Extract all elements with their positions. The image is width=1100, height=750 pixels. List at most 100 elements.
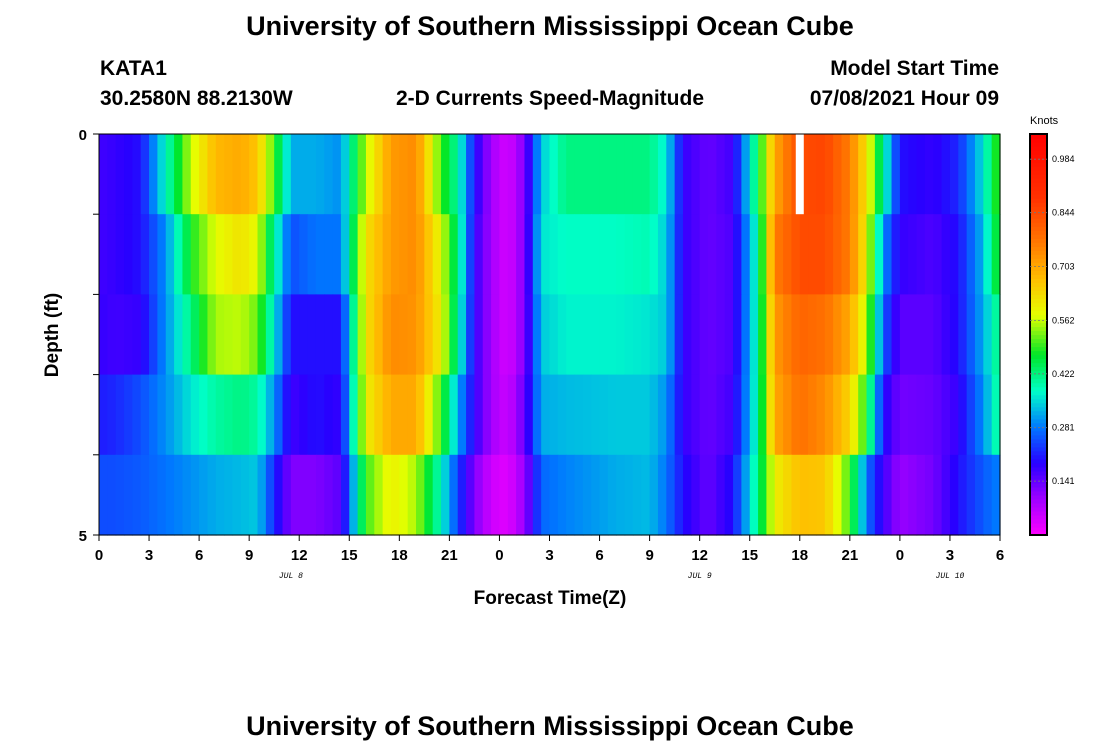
heatmap-cell [174, 134, 184, 215]
heatmap-cell [149, 134, 158, 215]
heatmap-cell [299, 294, 309, 376]
heatmap-cell [140, 294, 150, 376]
heatmap-cell [407, 294, 417, 376]
heatmap-cell [224, 294, 234, 376]
heatmap-cell [374, 134, 384, 215]
heatmap-cell [290, 294, 300, 376]
heatmap-cell [816, 214, 826, 295]
heatmap-cell [699, 214, 709, 295]
colorbar-segment [1030, 502, 1047, 508]
heatmap-cell [958, 374, 968, 456]
heatmap-cell [899, 214, 909, 295]
heatmap-cell [449, 134, 459, 215]
heatmap-cell [407, 374, 417, 456]
heatmap-cell [466, 374, 476, 456]
heatmap-cell [516, 374, 526, 456]
heatmap-cell [824, 134, 834, 215]
heatmap-cell [207, 454, 217, 536]
heatmap-cell [758, 214, 767, 295]
heatmap-cell [833, 214, 843, 295]
heatmap-cell [699, 454, 709, 536]
heatmap-cell [357, 294, 367, 376]
colorbar-segment [1030, 446, 1047, 452]
heatmap-cell [682, 294, 692, 376]
heatmap-cell [883, 374, 893, 456]
heatmap-cell [858, 214, 868, 295]
x-tick-label: 18 [791, 547, 808, 564]
heatmap-cell [574, 454, 584, 536]
colorbar-segment [1030, 182, 1047, 187]
heatmap-cell [382, 214, 392, 295]
colorbar-segment [1030, 230, 1047, 235]
heatmap-cell [424, 134, 434, 215]
heatmap-cell [199, 374, 209, 456]
heatmap-cell [282, 134, 292, 215]
heatmap-cell [691, 134, 701, 215]
heatmap-cell [507, 134, 517, 215]
y-axis-label: Depth (ft) [42, 293, 63, 377]
colorbar-segment [1030, 306, 1047, 312]
heatmap-cell [374, 294, 384, 376]
heatmap-cell [657, 374, 667, 456]
heatmap-cell [991, 294, 1001, 376]
colorbar-segment [1030, 362, 1047, 368]
heatmap-cell [874, 294, 884, 376]
heatmap-cell [374, 214, 384, 295]
heatmap-cell [349, 134, 359, 215]
heatmap-cell [524, 374, 534, 456]
heatmap-cell [240, 214, 250, 295]
heatmap-cell [949, 454, 959, 536]
colorbar-segment [1030, 390, 1047, 396]
colorbar-segment [1030, 142, 1047, 147]
heatmap-cell [199, 294, 209, 376]
heatmap-cell [382, 374, 392, 456]
heatmap-cell [382, 134, 392, 215]
chart-subtitle: 2-D Currents Speed-Magnitude [396, 87, 704, 110]
heatmap-cell [532, 374, 542, 456]
colorbar-segment [1030, 530, 1047, 536]
heatmap-cell [224, 374, 234, 456]
heatmap-cell [591, 454, 601, 536]
heatmap-cell [340, 214, 350, 295]
heatmap-cell [491, 294, 501, 376]
heatmap-cell [315, 214, 325, 295]
heatmap-cell [916, 134, 926, 215]
colorbar-segment [1030, 406, 1047, 412]
heatmap-cell [883, 454, 893, 536]
heatmap-cell [107, 294, 117, 376]
heatmap-cell [816, 294, 826, 376]
heatmap-cell [390, 374, 400, 456]
heatmap-cell [174, 454, 184, 536]
colorbar-tick-label: 0.703 [1052, 262, 1075, 272]
heatmap-cell [365, 134, 375, 215]
colorbar-segment [1030, 350, 1047, 356]
heatmap-cell [315, 294, 325, 376]
heatmap-cell [799, 214, 809, 295]
heatmap-cell [808, 214, 818, 295]
heatmap-cell [282, 454, 292, 536]
heatmap-cell [599, 214, 609, 295]
heatmap-cell [716, 134, 726, 215]
colorbar-segment [1030, 494, 1047, 500]
heatmap-cell [482, 374, 492, 456]
heatmap-cell [441, 294, 450, 376]
colorbar-segment [1030, 342, 1047, 348]
x-tick-label: 3 [545, 547, 553, 564]
heatmap-cell [649, 214, 659, 295]
heatmap-cell [132, 294, 142, 376]
heatmap-cell [441, 374, 450, 456]
heatmap-cell [441, 134, 450, 215]
colorbar-segment [1030, 334, 1047, 340]
heatmap-cell [866, 214, 876, 295]
heatmap-cell [466, 294, 476, 376]
heatmap-cell [532, 214, 542, 295]
heatmap-cell [849, 214, 859, 295]
heatmap-cell [666, 294, 676, 376]
heatmap-cell [274, 214, 284, 295]
colorbar-segment [1030, 294, 1047, 300]
heatmap-cell [557, 454, 567, 536]
heatmap-cell [457, 214, 467, 295]
heatmap-cell [566, 374, 576, 456]
heatmap-cell [541, 374, 551, 456]
